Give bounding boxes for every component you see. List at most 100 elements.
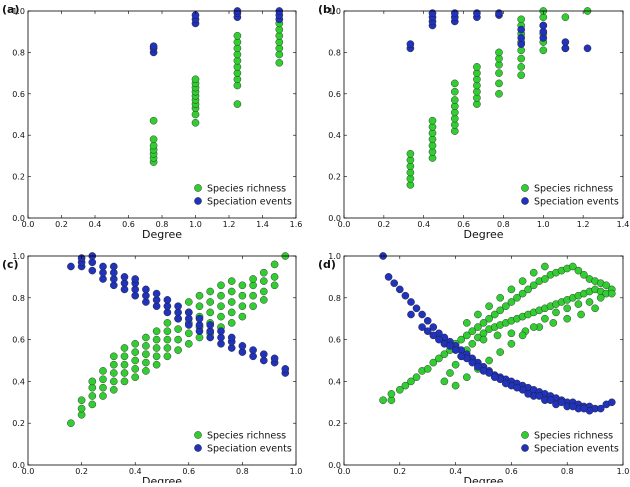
data-point [429,323,438,331]
data-point [451,346,460,354]
y-tick-label: 0.2 [328,173,341,182]
data-point [142,367,150,375]
data-point [233,32,242,40]
data-point [406,149,415,158]
data-point [238,302,247,311]
data-point [513,383,521,392]
data-point [406,40,415,48]
data-point [552,308,560,317]
data-point [490,373,499,382]
data-point [450,79,459,88]
data-point [563,304,572,313]
data-point [275,59,284,67]
data-point [152,327,161,336]
x-tick-label: 0.8 [156,220,169,229]
data-point [195,291,204,300]
panel-3: 0.0 0.2 0.4 0.6 0.8 1.0 0.0 0.2 0.4 0.6 0.8 1.0 Degr… [318,252,629,487]
data-point [142,342,150,350]
y-tick-label: 1.0 [12,252,25,261]
legend-marker [194,444,202,452]
y-tick-label: 1.0 [328,7,341,16]
data-point [120,273,129,281]
data-point [379,396,387,405]
data-point [561,38,570,46]
data-point [270,260,279,269]
data-point [412,373,421,382]
data-point [149,116,158,125]
data-point [517,71,526,79]
data-point [407,298,415,306]
data-point [387,390,396,398]
data-point [485,356,493,365]
y-tick-label: 0.6 [328,90,341,99]
data-point [577,310,585,319]
data-point [249,291,257,300]
data-point [446,369,454,377]
panel-1: 0.0 0.2 0.4 0.6 0.8 1.0 1.2 1.4 0.0 0.2 0.4 0.6 0.8 1… [318,3,629,241]
data-point [580,270,588,279]
data-point [99,367,107,375]
y-tick-label: 0.6 [12,90,25,99]
x-tick-label: 0.4 [449,467,462,476]
x-tick-label: 0.2 [75,467,88,476]
data-point [163,296,172,304]
data-point [496,348,505,356]
data-point [270,273,279,281]
legend-label: Speciation events [207,444,292,455]
data-point [495,48,503,57]
data-point [457,352,466,361]
data-point [395,385,404,394]
x-axis-label: Degree [142,475,182,483]
data-point [259,268,268,277]
data-point [557,398,566,407]
data-point [142,358,150,367]
data-point [496,306,505,315]
legend-marker [521,184,529,192]
data-point [563,314,572,323]
data-point [524,285,532,294]
data-point [131,275,139,283]
y-tick-label: 0.0 [12,461,25,470]
legend-label: Speciation events [534,197,619,208]
data-point [428,116,437,125]
legend-label: Species richness [534,431,613,442]
data-point [110,385,118,394]
data-point [384,273,393,281]
data-point [174,346,182,354]
data-point [88,400,97,409]
data-point [479,335,488,344]
data-point [596,404,605,413]
data-point [238,312,247,321]
data-point [110,377,118,386]
panel-label: (c) [2,258,19,271]
data-point [120,344,129,352]
data-point [227,277,236,285]
data-point [535,392,544,400]
x-tick-label: 0.4 [129,467,142,476]
x-tick-label: 1.0 [189,220,202,229]
data-point [163,344,172,352]
data-point [407,310,415,319]
y-tick-label: 1.0 [12,7,25,16]
data-point [602,281,611,290]
data-point [163,327,172,336]
data-point [418,323,426,331]
data-point [495,9,503,17]
data-point [152,344,161,352]
data-point [238,281,247,290]
x-tick-label: 0.8 [497,220,510,229]
x-tick-label: 0.6 [182,467,195,476]
data-point [142,333,150,342]
data-point [233,100,242,108]
data-point [174,325,182,333]
data-point [88,266,97,275]
data-point [541,262,549,271]
data-point [131,356,139,365]
data-point [549,319,558,327]
data-point [451,360,460,369]
data-point [517,15,526,24]
x-tick-label: 0.0 [22,220,35,229]
data-point [110,352,118,361]
data-point [507,329,516,338]
x-tick-label: 1.0 [537,220,550,229]
